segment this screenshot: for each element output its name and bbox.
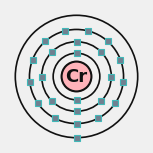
Text: Cr: Cr — [65, 67, 88, 86]
Circle shape — [62, 62, 91, 91]
